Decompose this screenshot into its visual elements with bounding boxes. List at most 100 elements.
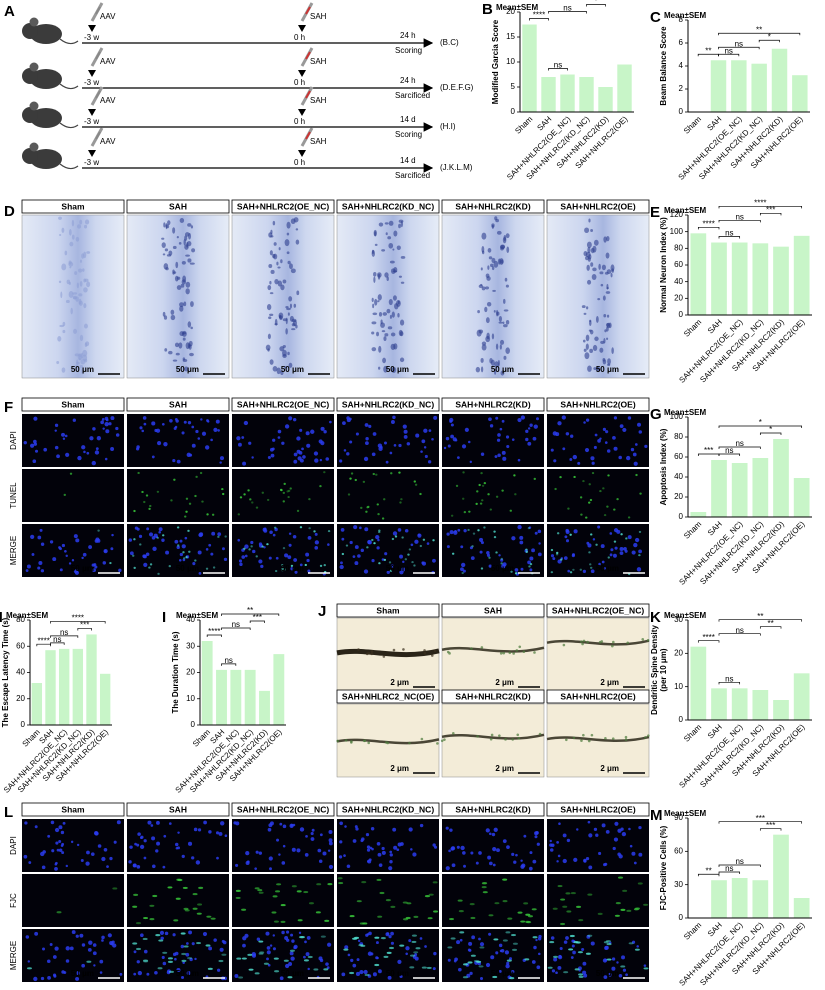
nucleus bbox=[39, 528, 43, 532]
positive-cell bbox=[451, 552, 455, 555]
nucleus bbox=[61, 432, 65, 437]
positive-cell bbox=[533, 477, 536, 480]
neuron bbox=[82, 268, 85, 272]
neuron bbox=[392, 295, 397, 301]
nucleus bbox=[567, 569, 571, 573]
nucleus bbox=[58, 848, 63, 853]
positive-cell bbox=[274, 970, 280, 973]
nucleus bbox=[618, 455, 622, 460]
nucleus bbox=[520, 859, 523, 862]
neuron bbox=[398, 329, 403, 337]
nucleus bbox=[222, 940, 227, 945]
neuron bbox=[273, 242, 277, 246]
positive-cell bbox=[550, 571, 554, 574]
time-label: -3 w bbox=[84, 33, 99, 42]
nucleus bbox=[245, 861, 250, 865]
bar bbox=[731, 242, 748, 315]
nucleus bbox=[456, 940, 461, 945]
image-header-box bbox=[441, 199, 545, 214]
neuron bbox=[494, 361, 499, 368]
nucleus bbox=[75, 971, 81, 976]
nucleus bbox=[220, 821, 225, 826]
nucleus bbox=[95, 447, 99, 451]
nucleus bbox=[326, 966, 330, 970]
neuron bbox=[597, 298, 601, 301]
neuron bbox=[599, 347, 604, 353]
neuron bbox=[602, 359, 607, 365]
nucleus bbox=[197, 550, 202, 555]
nucleus bbox=[557, 421, 562, 426]
nissl-image bbox=[336, 214, 440, 379]
nucleus bbox=[618, 974, 623, 978]
neuron bbox=[491, 266, 495, 271]
nucleus bbox=[136, 843, 140, 847]
y-tick-label: 60 bbox=[674, 452, 683, 461]
positive-cell bbox=[413, 564, 416, 567]
positive-cell bbox=[398, 471, 401, 474]
bar bbox=[273, 654, 285, 725]
significance-bracket bbox=[548, 68, 568, 71]
nucleus bbox=[150, 824, 154, 827]
spine bbox=[582, 733, 585, 737]
bar bbox=[711, 688, 727, 720]
neuron bbox=[187, 223, 192, 227]
positive-cell bbox=[471, 545, 474, 548]
nucleus bbox=[200, 418, 203, 421]
image-header: SAH+NHLRC2(OE_NC) bbox=[552, 605, 644, 615]
nucleus bbox=[355, 971, 361, 976]
positive-cell bbox=[162, 534, 165, 537]
positive-cell bbox=[457, 899, 463, 902]
fluorescence-image bbox=[547, 469, 649, 522]
nucleus bbox=[433, 845, 438, 849]
positive-cell bbox=[525, 913, 531, 916]
nucleus bbox=[105, 418, 109, 422]
positive-cell bbox=[205, 567, 209, 570]
positive-cell bbox=[308, 497, 311, 501]
nucleus bbox=[285, 963, 290, 969]
nucleus bbox=[99, 971, 103, 974]
positive-cell bbox=[462, 497, 465, 500]
nucleus bbox=[464, 427, 469, 432]
positive-cell bbox=[463, 510, 467, 514]
y-tick-label: 80 bbox=[16, 615, 25, 624]
positive-cell bbox=[626, 909, 632, 912]
nucleus bbox=[478, 937, 481, 941]
fluorescence-image bbox=[337, 524, 439, 577]
nucleus bbox=[237, 538, 241, 542]
bar bbox=[752, 458, 769, 517]
nucleus bbox=[492, 847, 497, 852]
neuron bbox=[481, 286, 486, 291]
nucleus bbox=[377, 969, 382, 974]
injection-label: AAV bbox=[100, 137, 116, 146]
nucleus bbox=[486, 553, 491, 557]
fluorescence-image bbox=[22, 874, 124, 927]
nucleus bbox=[165, 550, 170, 555]
nucleus bbox=[592, 538, 596, 541]
nucleus bbox=[193, 827, 198, 832]
bar bbox=[201, 641, 213, 725]
nucleus bbox=[62, 821, 66, 825]
nucleus bbox=[364, 527, 369, 532]
nucleus bbox=[565, 432, 570, 436]
positive-cell bbox=[360, 506, 363, 509]
neuron bbox=[274, 318, 278, 326]
nucleus bbox=[601, 560, 605, 564]
nucleus bbox=[459, 938, 463, 942]
scale-bar-label: 50 μm bbox=[596, 564, 619, 573]
positive-cell bbox=[196, 912, 202, 915]
neuron bbox=[78, 300, 83, 306]
nucleus bbox=[553, 459, 557, 463]
nucleus bbox=[104, 457, 108, 461]
nucleus bbox=[562, 447, 566, 451]
positive-cell bbox=[235, 889, 241, 892]
positive-cell bbox=[327, 529, 331, 533]
positive-cell bbox=[513, 474, 516, 477]
positive-cell bbox=[487, 493, 490, 496]
nucleus bbox=[364, 441, 369, 446]
spine bbox=[604, 737, 607, 740]
nucleus bbox=[370, 827, 375, 831]
nucleus bbox=[55, 841, 59, 845]
nucleus bbox=[281, 441, 285, 445]
neuron bbox=[183, 301, 187, 307]
neuron bbox=[83, 251, 87, 259]
